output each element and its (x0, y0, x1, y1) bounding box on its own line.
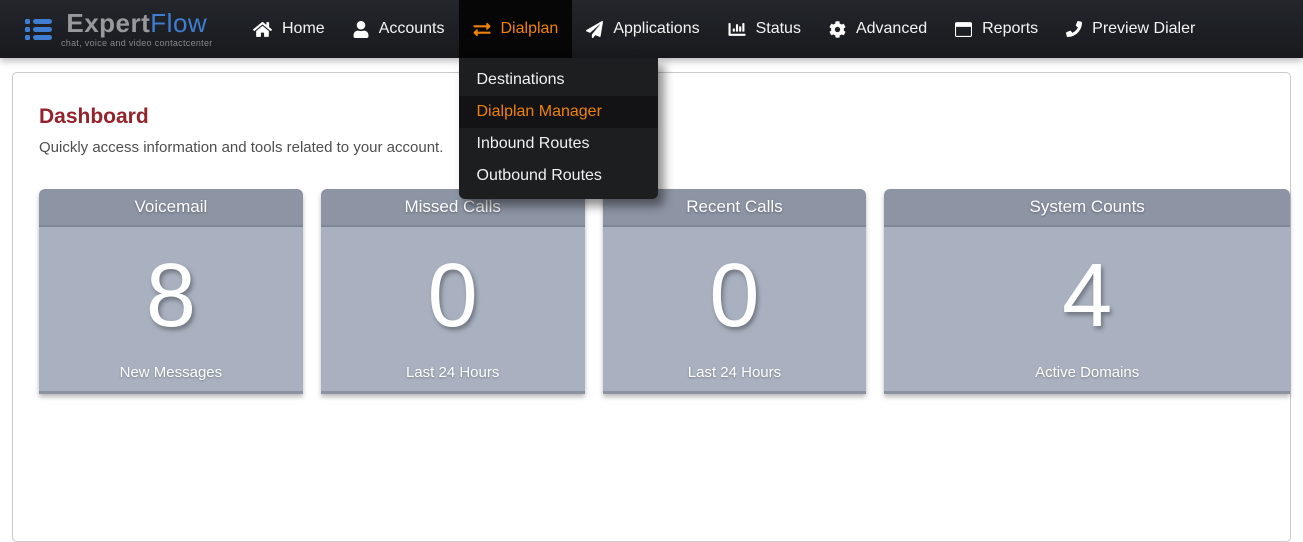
nav-item-label: Applications (613, 20, 700, 37)
card-voicemail[interactable]: Voicemail 8 New Messages (39, 189, 303, 394)
brand-name: ExpertFlow (66, 10, 207, 37)
nav-item-label: Reports (982, 20, 1039, 37)
nav-item-label: Dialplan (500, 20, 559, 37)
brand-name-primary: Expert (66, 8, 151, 38)
nav-item-accounts[interactable]: Accounts (339, 0, 459, 58)
card-body: 4 Active Domains (884, 227, 1290, 394)
menu-item-destinations[interactable]: Destinations (476, 71, 565, 88)
bar-chart-icon (728, 21, 746, 38)
brand-tagline: chat, voice and video contactcenter (61, 38, 213, 48)
nav-item-dialplan[interactable]: Dialplan (458, 0, 573, 58)
card-value: 0 (427, 245, 478, 346)
card-label: Last 24 Hours (405, 364, 500, 381)
card-missed-calls[interactable]: Missed Calls 0 Last 24 Hours (320, 189, 585, 394)
page-title: Dashboard (39, 105, 149, 128)
menu-item-inbound-routes[interactable]: Inbound Routes (476, 135, 590, 152)
card-label: New Messages (119, 364, 223, 381)
card-title: Voicemail (39, 189, 303, 227)
menu-item-dialplan-manager[interactable]: Dialplan Manager (458, 96, 658, 128)
nav-item-label: Status (755, 20, 801, 37)
card-value: 8 (145, 245, 196, 346)
nav-item-dialplan-wrap: Dialplan Destinations Dialplan Manager I… (458, 0, 658, 199)
nav-item-label: Preview Dialer (1092, 20, 1196, 37)
card-label: Active Domains (1035, 364, 1140, 381)
gear-icon (829, 20, 846, 38)
card-body: 0 Last 24 Hours (602, 227, 867, 394)
card-value: 4 (1062, 245, 1113, 346)
card-label: Last 24 Hours (687, 364, 782, 381)
brand-list-icon (25, 18, 52, 41)
phone-icon (1066, 21, 1083, 37)
nav-item-label: Accounts (378, 20, 445, 37)
nav-item-status[interactable]: Status (714, 0, 815, 58)
top-navbar: ExpertFlow chat, voice and video contact… (0, 0, 1303, 199)
card-title: System Counts (884, 189, 1290, 227)
card-body: 8 New Messages (39, 227, 303, 394)
brand-name-secondary: Flow (150, 8, 208, 38)
dialplan-dropdown: Destinations Dialplan Manager Inbound Ro… (458, 58, 658, 199)
card-value: 0 (709, 245, 760, 346)
brand-logo[interactable]: ExpertFlow chat, voice and video contact… (25, 10, 213, 48)
nav-item-home[interactable]: Home (239, 0, 339, 58)
nav-item-label: Advanced (855, 20, 928, 37)
exchange-icon (473, 21, 491, 38)
stat-cards-row: Voicemail 8 New Messages Missed Calls 0 … (39, 189, 1290, 394)
card-system-counts[interactable]: System Counts 4 Active Domains (884, 189, 1290, 394)
nav-item-preview-dialer[interactable]: Preview Dialer (1052, 0, 1209, 58)
nav-item-advanced[interactable]: Advanced (815, 0, 941, 58)
nav-item-reports[interactable]: Reports (941, 0, 1052, 58)
nav-item-applications[interactable]: Applications (572, 0, 713, 58)
menu-item-outbound-routes[interactable]: Outbound Routes (476, 167, 602, 184)
home-icon (253, 21, 272, 38)
card-body: 0 Last 24 Hours (320, 227, 585, 394)
card-recent-calls[interactable]: Recent Calls 0 Last 24 Hours (602, 189, 867, 394)
user-icon (353, 20, 369, 38)
paper-plane-icon (586, 20, 604, 38)
window-icon (955, 21, 973, 38)
page-subtitle: Quickly access information and tools rel… (39, 139, 444, 156)
nav-item-label: Home (282, 20, 325, 37)
navbar-menu: Home Accounts Dialplan Destinations Dial… (239, 0, 1209, 199)
